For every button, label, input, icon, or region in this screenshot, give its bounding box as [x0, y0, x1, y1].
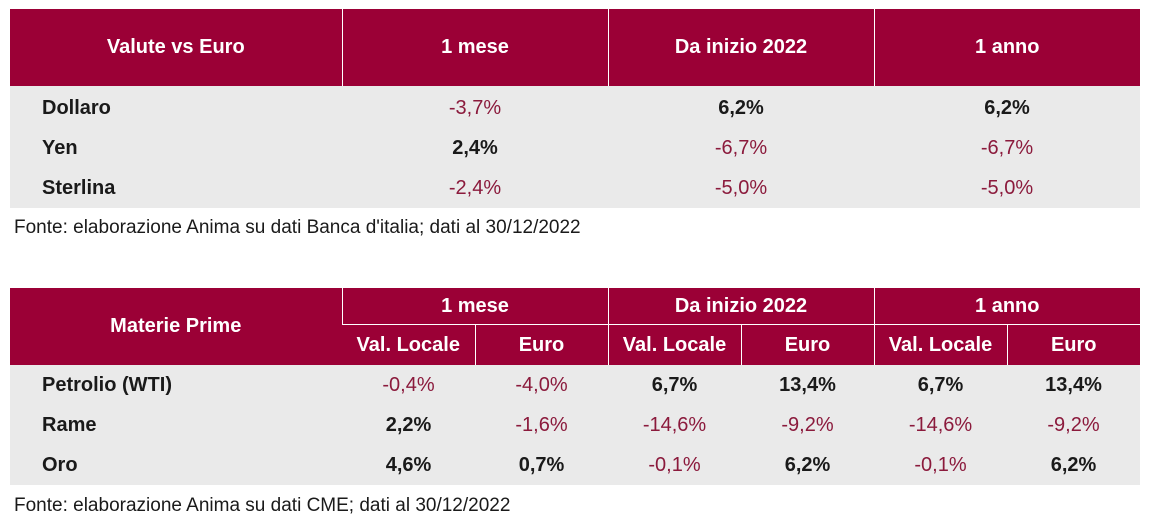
row-label: Dollaro [10, 86, 342, 128]
currency-table-header: Valute vs Euro 1 mese Da inizio 2022 1 a… [10, 9, 1140, 86]
value-cell: 0,7% [475, 445, 608, 485]
value-cell: -6,7% [608, 128, 874, 168]
value-cell: -0,1% [874, 445, 1007, 485]
value-cell: 2,2% [342, 405, 475, 445]
value-cell: -0,4% [342, 365, 475, 405]
value-cell: 6,2% [741, 445, 874, 485]
commodity-row: Oro 4,6% 0,7% -0,1% 6,2% -0,1% 6,2% [10, 445, 1141, 485]
value-cell: 13,4% [741, 365, 874, 405]
commodities-subheader: Val. Locale Euro Val. Locale Euro Val. L… [10, 324, 1141, 365]
header-commodities: Materie Prime [10, 288, 342, 365]
subheader-local-value: Val. Locale [873, 324, 1007, 365]
commodities-period-header: Materie Prime 1 mese Da inizio 2022 1 an… [10, 288, 1141, 365]
row-label: Sterlina [10, 168, 342, 208]
subheader-euro: Euro [474, 324, 608, 365]
currency-row: Yen 2,4% -6,7% -6,7% [10, 128, 1140, 168]
value-cell: 6,7% [874, 365, 1007, 405]
commodities-source-note: Fonte: elaborazione Anima su dati CME; d… [14, 495, 511, 516]
header-1-month: 1 mese [341, 9, 608, 86]
row-label: Rame [10, 405, 342, 445]
value-cell: -9,2% [1007, 405, 1141, 445]
value-cell: -6,7% [874, 128, 1140, 168]
commodities-table-body: Petrolio (WTI) -0,4% -4,0% 6,7% 13,4% 6,7% 13,… [10, 365, 1141, 485]
commodity-row: Petrolio (WTI) -0,4% -4,0% 6,7% 13,4% 6,7% 13,… [10, 365, 1141, 405]
currency-row: Sterlina -2,4% -5,0% -5,0% [10, 168, 1140, 208]
header-1-year: 1 anno [873, 9, 1140, 86]
value-cell: -5,0% [874, 168, 1140, 208]
value-cell: -4,0% [475, 365, 608, 405]
header-period-1-year: 1 anno [873, 288, 1141, 325]
value-cell: -9,2% [741, 405, 874, 445]
value-cell: -5,0% [608, 168, 874, 208]
row-label: Oro [10, 445, 342, 485]
header-currencies-vs-euro: Valute vs Euro [10, 9, 342, 86]
value-cell: 6,2% [874, 86, 1140, 128]
value-cell: 6,2% [1007, 445, 1141, 485]
value-cell: -14,6% [608, 405, 741, 445]
value-cell: 13,4% [1007, 365, 1141, 405]
value-cell: 4,6% [342, 445, 475, 485]
subheader-euro: Euro [1006, 324, 1141, 365]
value-cell: -1,6% [475, 405, 608, 445]
currency-row: Dollaro -3,7% 6,2% 6,2% [10, 86, 1140, 128]
value-cell: 6,7% [608, 365, 741, 405]
value-cell: -2,4% [342, 168, 608, 208]
commodities-table: Materie Prime 1 mese Da inizio 2022 1 an… [10, 288, 1141, 485]
value-cell: 2,4% [342, 128, 608, 168]
subheader-local-value: Val. Locale [607, 324, 741, 365]
value-cell: 6,2% [608, 86, 874, 128]
value-cell: -0,1% [608, 445, 741, 485]
currency-source-note: Fonte: elaborazione Anima su dati Banca … [14, 217, 581, 238]
header-ytd-2022: Da inizio 2022 [607, 9, 874, 86]
subheader-local-value: Val. Locale [342, 324, 475, 365]
currency-table-body: Dollaro -3,7% 6,2% 6,2% Yen 2,4% -6,7% -6,7% Ste… [10, 86, 1140, 208]
row-label: Yen [10, 128, 342, 168]
subheader-euro: Euro [740, 324, 874, 365]
header-period-ytd-2022: Da inizio 2022 [607, 288, 874, 325]
commodity-row: Rame 2,2% -1,6% -14,6% -9,2% -14,6% -9,2% [10, 405, 1141, 445]
currency-table: Valute vs Euro 1 mese Da inizio 2022 1 a… [10, 9, 1140, 208]
header-period-1-month: 1 mese [341, 288, 608, 325]
value-cell: -3,7% [342, 86, 608, 128]
value-cell: -14,6% [874, 405, 1007, 445]
row-label: Petrolio (WTI) [10, 365, 342, 405]
